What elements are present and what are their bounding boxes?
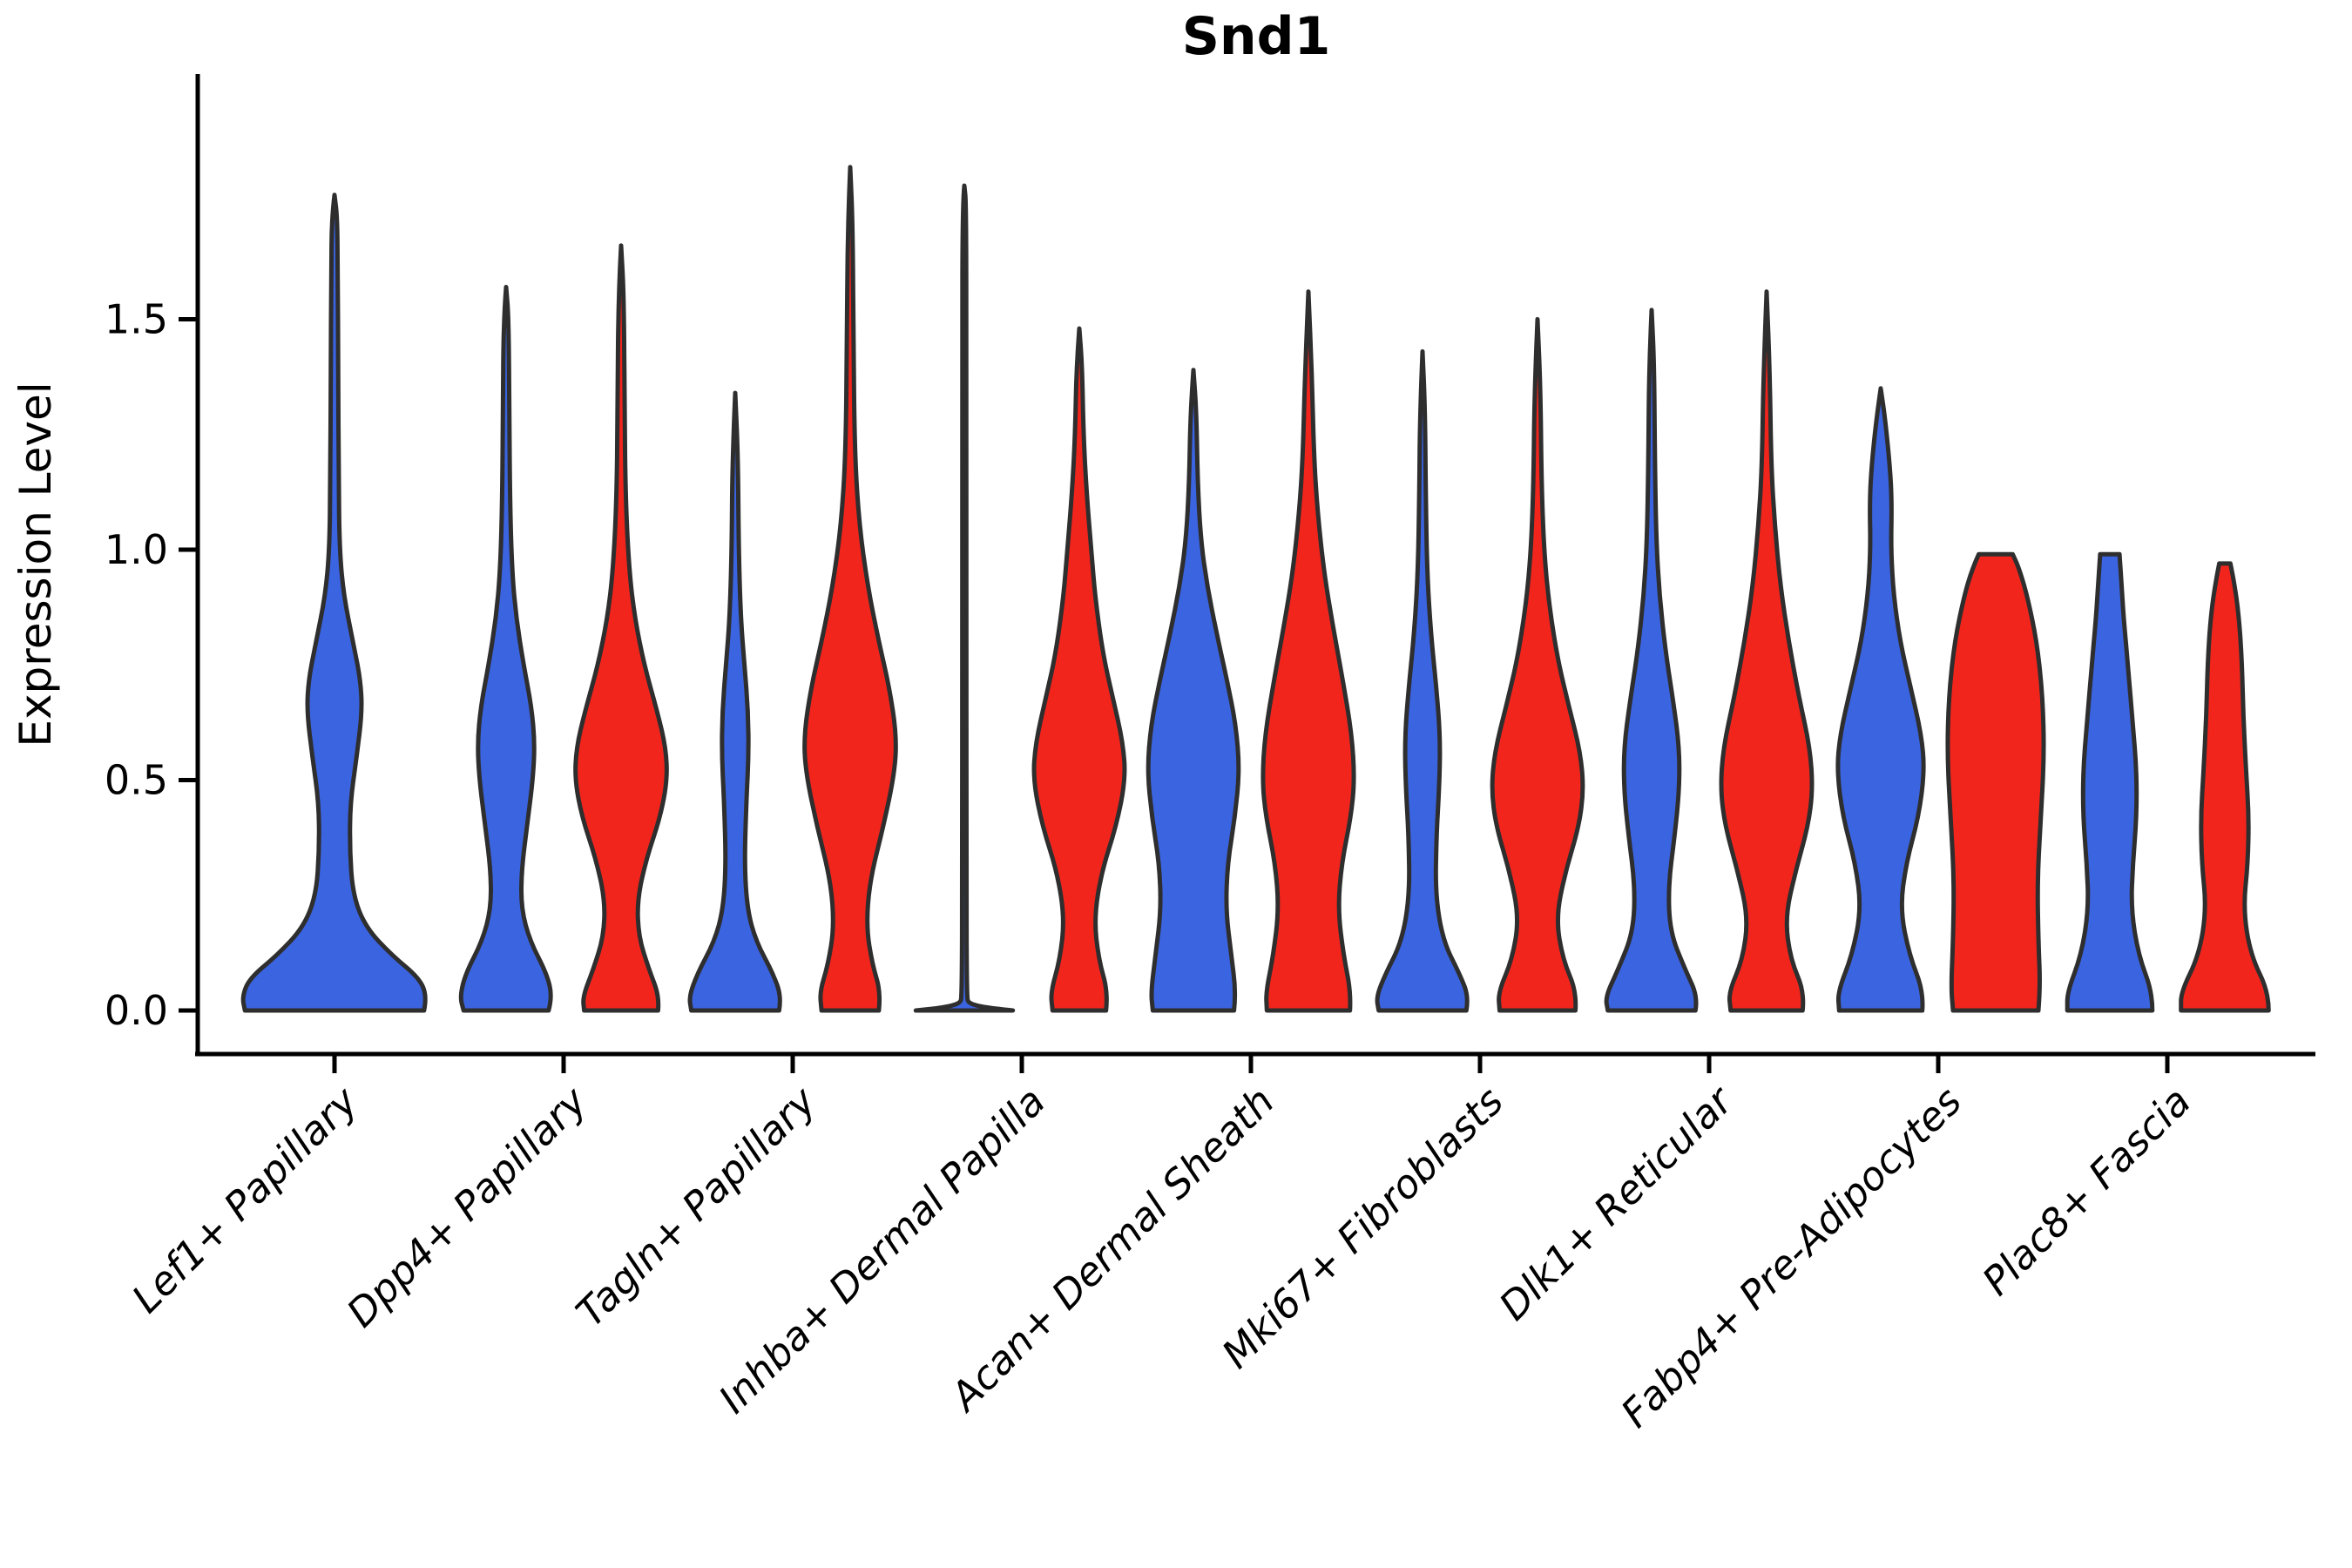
violin-fabp4-pre-adipocytes-blue [1835, 386, 1926, 1013]
violin-lef1-papillary-blue [240, 193, 428, 1013]
violin-dlk1-reticular-blue [1604, 308, 1699, 1013]
y-tick-label-0.5: 0.5 [105, 757, 168, 804]
violin-tagln-papillary-blue [687, 390, 782, 1013]
x-tick-label-tagln-papillary: Tagln+ Papillary [567, 1078, 826, 1336]
x-tick-label-dlk1-reticular: Dlk1+ Reticular [1490, 1077, 1743, 1329]
x-tick-label-dpp4-papillary: Dpp4+ Papillary [338, 1078, 597, 1336]
violin-acan-dermal-sheath-red [1260, 289, 1356, 1013]
x-tick-label-plac8-fascia: Plac8+ Fascia [1973, 1078, 2200, 1305]
violin-plac8-fascia-red [2179, 561, 2271, 1013]
chart-title: Snd1 [1182, 6, 1331, 67]
violin-acan-dermal-sheath-blue [1146, 368, 1241, 1013]
axes-layer [179, 74, 2315, 1073]
violin-inhba-dermal-papilla-blue [913, 183, 1016, 1013]
violin-fabp4-pre-adipocytes-red [1945, 551, 2046, 1013]
violin-mki67-fibroblasts-blue [1375, 349, 1470, 1013]
violin-dpp4-papillary-blue [458, 285, 553, 1013]
y-tick-label-1.5: 1.5 [105, 296, 168, 343]
y-axis-label: Expression Level [10, 382, 61, 747]
y-tick-label-1.0: 1.0 [105, 526, 168, 573]
violin-mki67-fibroblasts-red [1490, 317, 1585, 1013]
violins-layer [240, 165, 2271, 1013]
y-tick-label-0.0: 0.0 [105, 987, 168, 1034]
violin-dpp4-papillary-red [573, 243, 669, 1013]
violin-tagln-papillary-red [802, 165, 898, 1013]
violin-inhba-dermal-papilla-red [1031, 326, 1127, 1013]
violin-dlk1-reticular-red [1719, 289, 1815, 1013]
violin-plac8-fascia-blue [2065, 551, 2155, 1013]
x-tick-label-lef1-papillary: Lef1+ Papillary [123, 1078, 368, 1322]
